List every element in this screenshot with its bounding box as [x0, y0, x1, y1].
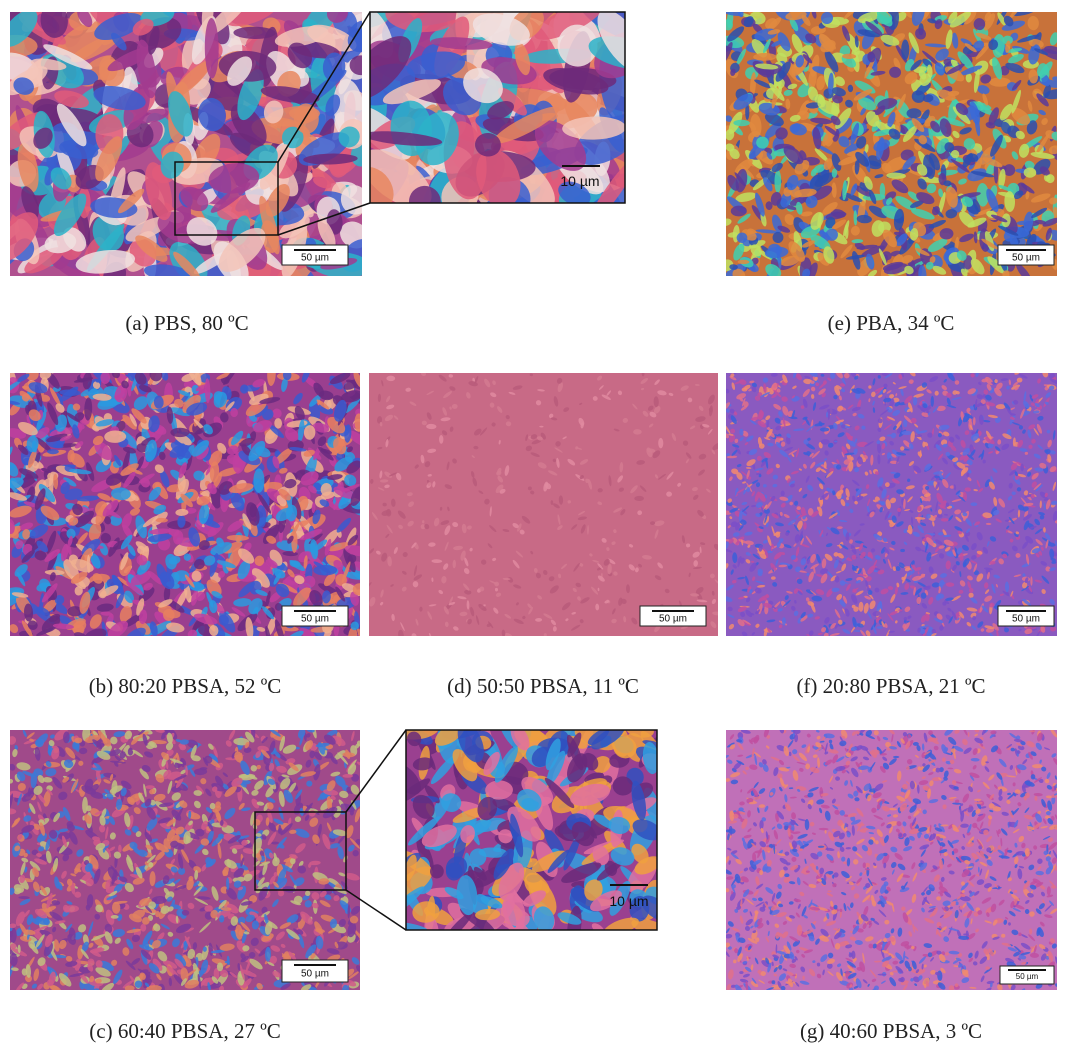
- micrograph: [4, 723, 365, 996]
- texture: [726, 373, 1057, 636]
- texture: [937, 514, 943, 518]
- micrographs: [0, 0, 1066, 996]
- texture: [100, 372, 110, 384]
- figure: 50 µm 10 µm 50 µm 50 µm 50 µm 50 µm 50 µ…: [0, 0, 1067, 1054]
- texture: [253, 468, 264, 492]
- texture: [1020, 464, 1024, 472]
- micrograph: [366, 371, 723, 641]
- texture: [901, 39, 909, 59]
- micrograph: [721, 368, 1060, 640]
- texture: [907, 108, 922, 118]
- texture: [642, 371, 645, 376]
- micrograph: [0, 361, 370, 648]
- texture: [369, 373, 718, 636]
- micrograph: [718, 0, 1066, 285]
- texture: [422, 520, 424, 523]
- texture: [170, 428, 189, 437]
- texture: [230, 408, 238, 417]
- texture: [782, 617, 786, 625]
- micrograph: [336, 0, 662, 247]
- texture: [47, 449, 59, 454]
- texture: [927, 432, 932, 437]
